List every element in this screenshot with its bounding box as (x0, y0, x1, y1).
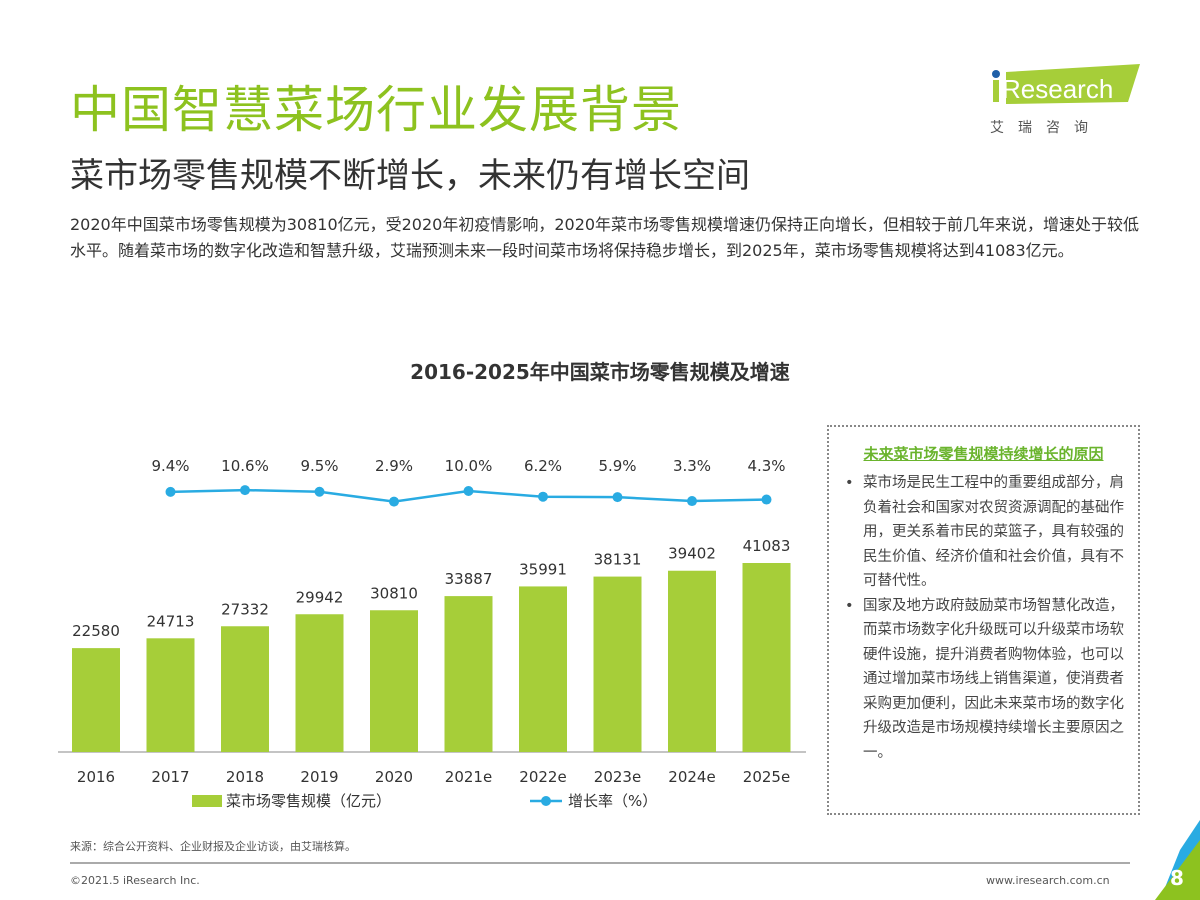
growth-point (165, 486, 176, 497)
legend-bar-label: 菜市场零售规模（亿元） (226, 792, 391, 810)
page-number: 8 (1170, 866, 1184, 890)
source-note: 来源：综合公开资料、企业财报及企业访谈，由艾瑞核算。 (70, 840, 356, 853)
x-tick-label: 2024e (668, 768, 715, 786)
x-tick-label: 2025e (743, 768, 790, 786)
bar-value-label: 27332 (221, 600, 269, 618)
reason-item: 国家及地方政府鼓励菜市场智慧化改造，而菜市场数字化升级既可以升级菜市场软硬件设施… (841, 594, 1126, 766)
growth-point (761, 494, 772, 505)
x-tick-label: 2022e (519, 768, 566, 786)
bar-value-label: 38131 (594, 551, 642, 569)
rate-label: 5.9% (598, 457, 636, 475)
x-tick-label: 2021e (445, 768, 492, 786)
x-tick-label: 2017 (151, 768, 189, 786)
bar (370, 610, 418, 752)
growth-point (314, 486, 325, 497)
bar-value-label: 39402 (668, 545, 716, 563)
reasons-title: 未来菜市场零售规模持续增长的原因 (863, 445, 1104, 463)
legend-line-label: 增长率（%） (568, 792, 657, 810)
bar (519, 586, 567, 752)
bar (221, 626, 269, 752)
rate-label: 4.3% (747, 457, 785, 475)
bar-value-label: 41083 (743, 537, 791, 555)
svg-text:Research: Research (1002, 74, 1113, 104)
copyright: ©2021.5 iResearch Inc. (70, 874, 200, 887)
description: 2020年中国菜市场零售规模为30810亿元，受2020年初疫情影响，2020年… (70, 215, 1140, 260)
x-tick-label: 2016 (77, 768, 115, 786)
x-tick-label: 2019 (300, 768, 338, 786)
reason-item: 菜市场是民生工程中的重要组成部分，肩负着社会和国家对农贸资源调配的基础作用，更关… (841, 471, 1126, 594)
corner-decoration (1155, 820, 1200, 900)
bar (295, 614, 344, 752)
x-tick-label: 2023e (594, 768, 641, 786)
x-tick-label: 2020 (375, 768, 413, 786)
bar (72, 648, 120, 752)
bar-value-label: 30810 (370, 584, 418, 602)
rate-label: 3.3% (673, 457, 711, 475)
growth-point (687, 496, 697, 507)
svg-text:艾 瑞 咨 询: 艾 瑞 咨 询 (990, 120, 1088, 136)
legend-line-marker (541, 796, 551, 806)
bar-value-label: 33887 (445, 570, 493, 588)
rate-label: 10.0% (445, 457, 493, 475)
reasons-box: 未来菜市场零售规模持续增长的原因 菜市场是民生工程中的重要组成部分，肩负着社会和… (827, 425, 1140, 815)
bar (668, 570, 716, 752)
page-subtitle: 菜市场零售规模不断增长，未来仍有增长空间 (70, 156, 750, 196)
growth-point (240, 485, 250, 496)
rate-label: 2.9% (375, 457, 413, 475)
growth-point (538, 491, 548, 502)
bar-value-label: 24713 (147, 612, 195, 630)
website-link[interactable]: www.iresearch.com.cn (986, 874, 1110, 887)
bar (444, 596, 493, 752)
bar (146, 638, 195, 752)
page-title: 中国智慧菜场行业发展背景 (70, 81, 682, 139)
legend-bar-swatch (192, 795, 222, 807)
growth-point (389, 496, 399, 507)
growth-point (612, 492, 623, 503)
iresearch-logo: Research 艾 瑞 咨 询 (990, 64, 1140, 136)
rate-label: 9.5% (300, 457, 338, 475)
rate-label: 9.4% (151, 457, 189, 475)
rate-label: 6.2% (524, 457, 562, 475)
growth-point (463, 486, 474, 496)
divider (70, 862, 1130, 864)
rate-label: 10.6% (221, 457, 269, 475)
chart: 22580 2016 24713 2017 27332 2018 29942 2019 3081… (58, 457, 806, 810)
x-tick-label: 2018 (226, 768, 264, 786)
bar-value-label: 35991 (519, 560, 567, 578)
bar (593, 576, 642, 752)
bar-value-label: 22580 (72, 622, 120, 640)
bar (742, 563, 791, 752)
chart-title: 2016-2025年中国菜市场零售规模及增速 (410, 360, 790, 384)
bar-value-label: 29942 (296, 588, 344, 606)
